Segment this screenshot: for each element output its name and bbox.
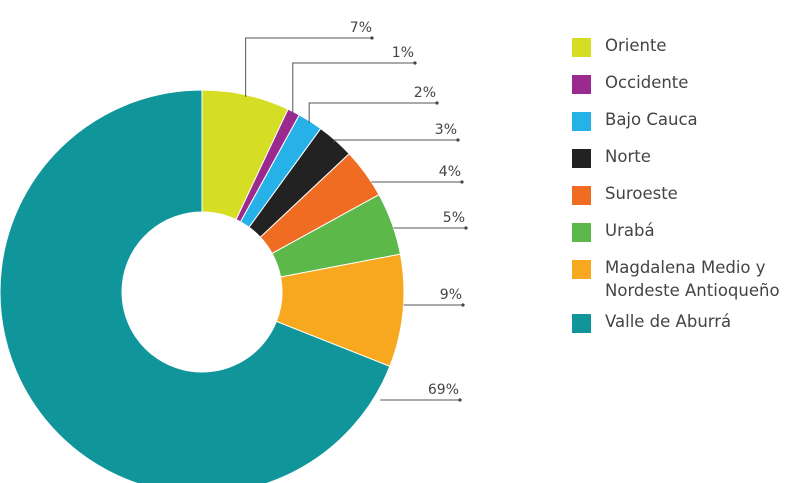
- legend-label-oriente: Oriente: [605, 36, 667, 55]
- legend-label-bajo-cauca: Bajo Cauca: [605, 110, 698, 129]
- legend-item-occidente: Occidente: [572, 71, 780, 108]
- pct-label-bajo-cauca: 2%: [414, 85, 436, 101]
- leader-line-occidente: [292, 62, 415, 114]
- leader-dot-magdalena-medio-nordeste: [461, 303, 465, 307]
- leader-dot-norte: [456, 138, 460, 142]
- pct-label-valle-de-aburra: 69%: [428, 382, 459, 398]
- legend-label-norte: Norte: [605, 147, 651, 166]
- pct-label-uraba: 5%: [443, 210, 465, 226]
- legend-label-suroeste: Suroeste: [605, 184, 678, 203]
- slice-valle-de-aburra: [0, 89, 391, 483]
- chart-legend: Oriente Occidente Bajo Cauca Norte Suroe…: [572, 34, 780, 347]
- leader-line-norte: [333, 139, 458, 142]
- leader-dot-occidente: [413, 61, 417, 65]
- donut-chart: 7% 1% 2% 3% 4% 5% 9% 69%: [0, 20, 468, 483]
- legend-item-bajo-cauca: Bajo Cauca: [572, 108, 780, 145]
- legend-label-uraba: Urabá: [605, 221, 655, 240]
- legend-label-valle-de-aburra: Valle de Aburrá: [605, 312, 732, 331]
- leader-dot-oriente: [370, 36, 374, 40]
- leader-dot-bajo-cauca: [435, 101, 439, 105]
- legend-swatch-bajo-cauca: [572, 112, 591, 131]
- legend-swatch-suroeste: [572, 186, 591, 205]
- legend-item-norte: Norte: [572, 145, 780, 182]
- legend-swatch-occidente: [572, 75, 591, 94]
- legend-swatch-magdalena-medio-nordeste: [572, 260, 591, 279]
- pct-label-occidente: 1%: [392, 45, 414, 61]
- leader-dot-uraba: [464, 226, 468, 230]
- legend-swatch-uraba: [572, 223, 591, 242]
- legend-item-oriente: Oriente: [572, 34, 780, 71]
- legend-swatch-valle-de-aburra: [572, 314, 591, 333]
- legend-item-uraba: Urabá: [572, 219, 780, 256]
- legend-label-magdalena-medio-nordeste: Magdalena Medio y Nordeste Antioqueño: [605, 258, 780, 300]
- legend-item-magdalena-medio-nordeste: Magdalena Medio y Nordeste Antioqueño: [572, 256, 780, 310]
- leader-dot-valle-de-aburra: [458, 398, 462, 402]
- pct-label-suroeste: 4%: [439, 164, 461, 180]
- leader-line-oriente: [245, 37, 372, 97]
- legend-swatch-oriente: [572, 38, 591, 57]
- legend-label-occidente: Occidente: [605, 73, 689, 92]
- leader-line-bajo-cauca: [308, 102, 437, 124]
- legend-item-suroeste: Suroeste: [572, 182, 780, 219]
- legend-item-valle-de-aburra: Valle de Aburrá: [572, 310, 780, 347]
- pct-label-oriente: 7%: [350, 20, 372, 36]
- leader-dot-suroeste: [460, 180, 464, 184]
- pct-label-magdalena-medio-nordeste: 9%: [440, 287, 462, 303]
- pct-label-norte: 3%: [435, 122, 457, 138]
- legend-swatch-norte: [572, 149, 591, 168]
